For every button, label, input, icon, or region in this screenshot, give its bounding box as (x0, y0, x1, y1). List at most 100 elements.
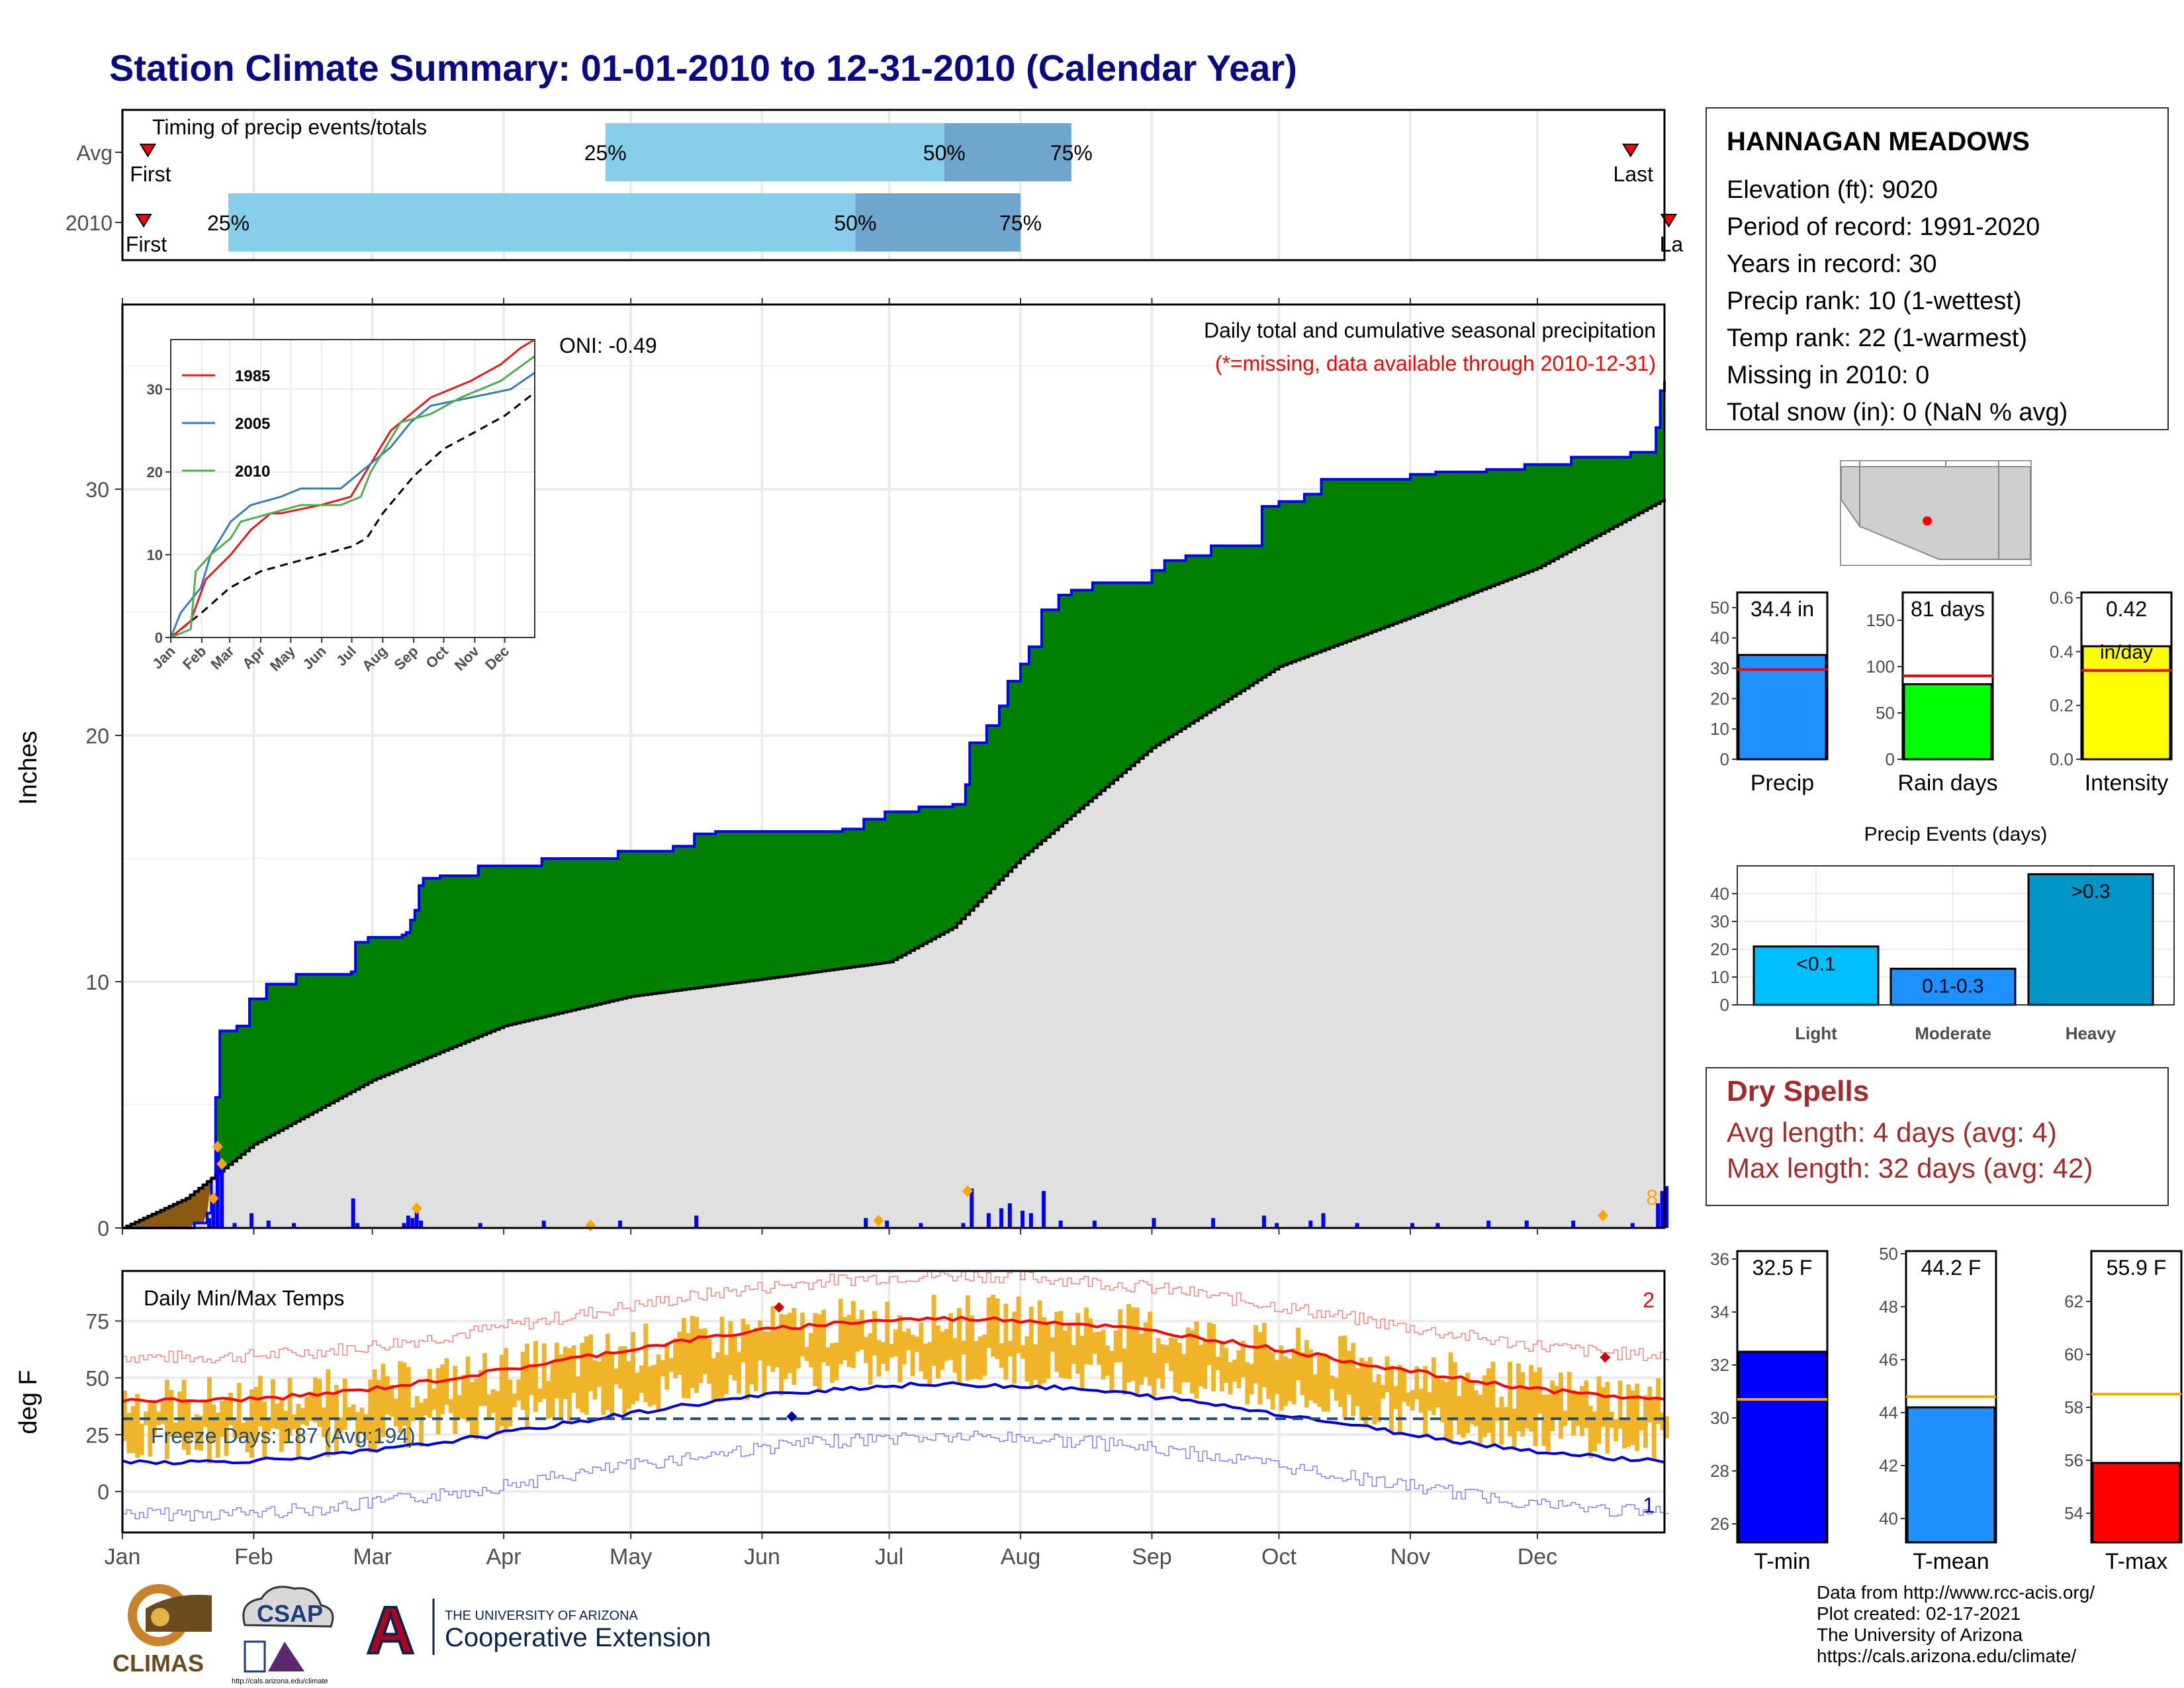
temperature-chart: 0 25 50 75 Jan Feb Mar Apr May Jun Jul Aug Sep Oct Nov… (15, 1270, 1669, 1569)
y-tick-label: 50 (85, 1366, 109, 1390)
month-label: Feb (234, 1544, 273, 1569)
daily-temp-range (148, 1403, 153, 1457)
daily-temp-range (262, 1401, 267, 1460)
daily-precip-bar (1571, 1220, 1576, 1228)
daily-temp-range (1617, 1380, 1623, 1429)
timing-bar-q25-q50-2010 (228, 193, 856, 252)
university-of-arizona-logo[interactable]: A THE UNIVERSITY OF ARIZONA Cooperative … (364, 1592, 711, 1669)
daily-temp-range (1469, 1382, 1475, 1425)
daily-temp-range (490, 1389, 496, 1413)
daily-temp-range (1402, 1368, 1407, 1402)
daily-temp-range (1490, 1362, 1496, 1446)
month-label: Apr (486, 1544, 522, 1569)
daily-temp-range (1063, 1330, 1068, 1379)
extreme-count: 8 (1646, 1186, 1658, 1209)
daily-temp-range (1245, 1362, 1250, 1405)
daily-temp-range (1346, 1350, 1351, 1395)
daily-temp-range (1203, 1340, 1208, 1389)
daily-temp-range (656, 1354, 661, 1410)
daily-precip-bar (250, 1213, 254, 1228)
event-bar-label: 0.1-0.3 (1922, 975, 1983, 997)
daily-temp-range (880, 1342, 886, 1364)
summary-y-tick: 42 (1879, 1456, 1898, 1476)
daily-temp-range (1130, 1307, 1136, 1381)
daily-temp-range (139, 1423, 144, 1455)
daily-temp-range (571, 1345, 576, 1393)
station-name: HANNAGAN MEADOWS (1727, 127, 2030, 156)
last-event-label: La (1660, 232, 1684, 256)
daily-temp-range (1266, 1348, 1271, 1399)
y-tick-label: 75 (85, 1310, 109, 1334)
daily-precip-bar (986, 1213, 991, 1228)
oni-value: ONI: -0.49 (559, 334, 657, 357)
daily-temp-range (575, 1376, 580, 1409)
extreme-event-marker (411, 1202, 422, 1215)
daily-temp-range (808, 1333, 813, 1368)
csap-logo[interactable]: CSAP http://cals.arizona.edu/climate (232, 1585, 334, 1685)
daily-temp-range (974, 1340, 979, 1379)
daily-temp-range (1431, 1357, 1436, 1415)
daily-temp-range (1084, 1307, 1089, 1364)
timing-bar-q50-q75-2010 (855, 193, 1021, 252)
daily-temp-range (1533, 1372, 1538, 1446)
daily-precip-bar (541, 1220, 546, 1228)
elevation: Elevation (ft): 9020 (1727, 176, 1938, 204)
daily-temp-range (1257, 1332, 1263, 1405)
daily-precip-bar (207, 1218, 212, 1228)
daily-temp-range (550, 1362, 555, 1418)
climatology-area (122, 498, 1664, 1228)
timing-bar-q50-q75-Avg (944, 123, 1071, 181)
month-label: Mar (353, 1544, 392, 1569)
daily-temp-range (986, 1297, 991, 1348)
daily-temp-range (499, 1354, 504, 1427)
daily-temp-range (266, 1418, 271, 1432)
daily-temp-range (1372, 1382, 1377, 1425)
daily-temp-range (711, 1358, 716, 1400)
daily-temp-range (1457, 1396, 1462, 1435)
summary-y-tick: 150 (1866, 610, 1895, 630)
daily-temp-range (834, 1342, 839, 1381)
daily-temp-range (1376, 1374, 1381, 1422)
daily-temp-range (1156, 1338, 1161, 1379)
extreme-event-marker (962, 1185, 973, 1197)
summary-y-tick: 50 (1710, 598, 1729, 618)
daily-temp-range (631, 1332, 636, 1405)
page-title: Station Climate Summary: 01-01-2010 to 1… (109, 47, 1297, 89)
daily-temp-range (610, 1353, 615, 1419)
daily-temp-range (1198, 1344, 1203, 1387)
daily-temp-range (1621, 1419, 1627, 1449)
daily-precip-bar (232, 1223, 237, 1228)
daily-precip-bar (1664, 1186, 1668, 1228)
precip-summary-bars: 0 10 20 30 40 50 34.4 in Precip 0 50 100 150 81 days… (1710, 588, 2173, 796)
daily-temp-range (872, 1311, 877, 1356)
daily-temp-range (787, 1313, 792, 1374)
extreme-event-marker (208, 1192, 219, 1205)
daily-temp-range (186, 1399, 191, 1456)
daily-temp-range (792, 1307, 797, 1385)
daily-temp-range (232, 1420, 238, 1438)
summary-bar-Rain days (1903, 683, 1993, 761)
daily-temp-range (537, 1388, 543, 1403)
event-category: Heavy (2066, 1023, 2116, 1043)
daily-precip-bar (478, 1223, 482, 1228)
daily-temp-range (342, 1378, 347, 1430)
summary-x-label: Rain days (1897, 771, 1997, 796)
climas-logo[interactable]: CLIMAS (113, 1584, 212, 1677)
daily-temp-range (181, 1380, 187, 1450)
daily-temp-range (287, 1378, 293, 1436)
daily-precip-bar (1630, 1223, 1635, 1228)
daily-temp-range (660, 1360, 665, 1377)
inset-frame (170, 339, 535, 638)
daily-precip-bar (864, 1218, 868, 1228)
inset-y-tick: 0 (155, 630, 163, 646)
summary-y-tick: 40 (1710, 628, 1729, 648)
summary-y-tick: 10 (1710, 719, 1729, 739)
daily-temp-range (228, 1392, 233, 1425)
daily-temp-range (559, 1354, 564, 1417)
y-tick-label: 30 (85, 478, 109, 502)
daily-precip-bar (1275, 1223, 1279, 1228)
precip-rank: Precip rank: 10 (1-wettest) (1727, 287, 2022, 315)
daily-temp-range (554, 1342, 559, 1399)
daily-temp-range (1169, 1337, 1173, 1372)
daily-temp-range (495, 1391, 500, 1434)
